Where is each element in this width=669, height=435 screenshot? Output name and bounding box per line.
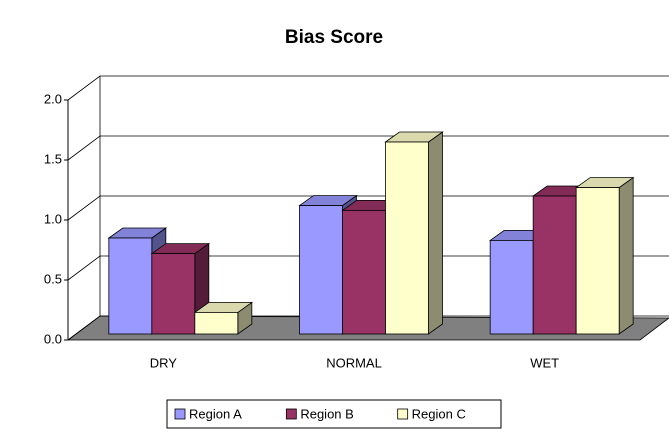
legend-box — [166, 399, 502, 429]
bar — [385, 141, 429, 335]
legend-swatch — [397, 408, 409, 420]
bar — [342, 209, 386, 335]
bar — [532, 195, 577, 335]
bar-side — [618, 176, 634, 335]
legend-label: Region C — [412, 406, 466, 421]
grid-line — [67, 75, 669, 101]
bar — [299, 205, 343, 335]
y-tick-label: 1.0 — [44, 211, 62, 226]
grid-line — [67, 195, 669, 221]
bar — [194, 311, 239, 335]
grid-line — [67, 135, 669, 161]
y-tick-label: 1.5 — [44, 151, 62, 166]
chart-title: Bias Score — [285, 27, 383, 48]
x-tick-label: NORMAL — [326, 355, 382, 370]
legend-swatch — [174, 408, 186, 420]
legend-swatch — [285, 408, 297, 420]
grid-line — [67, 315, 669, 341]
legend-label: Region B — [300, 406, 353, 421]
x-tick-label: WET — [530, 355, 559, 370]
x-tick-label: DRY — [150, 355, 178, 370]
y-tick-label: 0.5 — [44, 271, 62, 286]
bar — [108, 237, 153, 335]
bar — [151, 253, 196, 335]
grid-line — [67, 255, 669, 281]
y-tick-label: 2.0 — [44, 91, 62, 106]
bar — [575, 187, 620, 335]
bar — [489, 239, 534, 335]
legend-label: Region A — [189, 406, 242, 421]
y-tick-label: 0.0 — [44, 331, 62, 346]
bar-side — [428, 131, 443, 335]
